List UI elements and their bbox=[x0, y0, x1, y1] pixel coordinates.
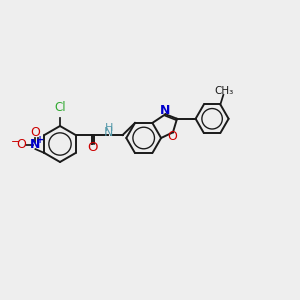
Text: N: N bbox=[160, 103, 171, 116]
Text: −: − bbox=[11, 136, 20, 147]
Text: N: N bbox=[30, 138, 40, 151]
Text: +: + bbox=[35, 135, 44, 146]
Text: O: O bbox=[16, 138, 26, 151]
Text: N: N bbox=[104, 126, 114, 140]
Text: Cl: Cl bbox=[54, 101, 66, 114]
Text: O: O bbox=[31, 126, 40, 139]
Text: CH₃: CH₃ bbox=[214, 86, 234, 96]
Text: O: O bbox=[87, 141, 97, 154]
Text: H: H bbox=[105, 123, 113, 134]
Text: O: O bbox=[167, 130, 177, 143]
